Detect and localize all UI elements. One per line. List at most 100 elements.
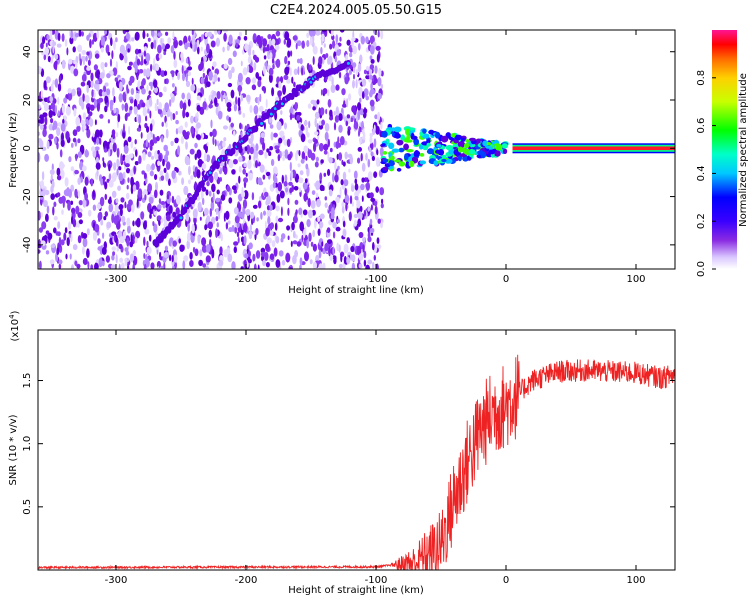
noise-speckle [363,259,367,267]
noise-speckle [89,111,93,117]
noise-speckle [374,200,378,207]
noise-speckle [84,192,88,201]
noise-speckle [236,231,240,238]
noise-speckle [363,177,368,183]
noise-speckle [264,151,268,159]
noise-speckle [377,92,382,100]
noise-speckle [146,125,150,133]
noise-speckle [302,209,308,216]
noise-speckle [165,31,169,36]
noise-speckle [125,192,130,200]
noise-speckle [262,142,266,151]
noise-speckle [221,149,226,156]
noise-speckle [373,171,378,179]
noise-speckle [166,193,170,200]
noise-speckle [279,76,284,84]
noise-speckle [58,259,63,265]
noise-speckle [222,165,225,172]
noise-speckle [39,180,42,187]
noise-speckle [64,227,68,234]
transition-blob [382,151,388,155]
noise-speckle [253,105,259,115]
noise-speckle [369,64,375,70]
noise-speckle [138,155,142,165]
noise-speckle [244,253,249,259]
noise-speckle [358,263,363,269]
noise-speckle [135,92,140,101]
noise-speckle [137,188,143,198]
noise-speckle [187,71,192,76]
noise-speckle [112,87,115,97]
noise-speckle [172,211,177,218]
snr-multiplier: (x104) [8,310,21,341]
noise-speckle [126,84,129,92]
noise-speckle [231,169,236,175]
noise-speckle [362,244,365,253]
noise-speckle [157,44,162,54]
transition-blob [419,160,427,165]
noise-speckle [90,79,94,89]
noise-speckle [281,151,285,157]
noise-speckle [350,185,355,192]
noise-speckle [365,152,368,161]
noise-speckle [136,197,139,208]
noise-speckle [353,219,358,227]
noise-speckle [228,70,233,80]
noise-speckle [188,60,191,67]
noise-speckle [115,37,118,43]
noise-speckle [112,67,118,76]
noise-speckle [269,52,273,59]
noise-speckle [115,198,119,204]
noise-speckle [318,124,324,130]
noise-speckle [219,246,223,256]
noise-speckle [172,240,177,247]
noise-speckle [314,138,318,144]
noise-speckle [222,140,226,148]
noise-speckle [365,75,370,80]
noise-speckle [348,168,351,173]
noise-speckle [148,234,152,242]
noise-speckle [159,170,164,176]
y-tick-label: 1.0 [22,436,33,452]
noise-speckle [257,96,260,106]
transition-blob [465,139,470,143]
noise-speckle [140,132,143,139]
noise-speckle [128,125,131,135]
noise-speckle [197,158,203,168]
noise-speckle [125,251,130,256]
noise-speckle [101,90,107,97]
transition-blob [441,135,449,143]
noise-speckle [349,155,354,165]
noise-speckle [142,30,146,40]
noise-speckle [41,221,47,230]
noise-speckle [99,129,103,138]
noise-speckle [249,146,254,155]
noise-speckle [242,199,248,209]
spectrogram-marks [38,30,675,269]
noise-speckle [154,102,158,112]
noise-speckle [319,172,323,181]
noise-speckle [86,248,90,259]
noise-speckle [117,113,121,123]
noise-speckle [249,224,252,232]
noise-speckle [129,253,134,262]
noise-speckle [246,260,249,268]
noise-speckle [376,237,380,245]
noise-speckle [39,195,43,200]
noise-speckle [251,192,255,201]
noise-speckle [359,205,363,213]
noise-speckle [190,233,195,243]
y-tick-label: 0 [22,145,33,151]
noise-speckle [295,209,298,216]
noise-speckle [132,220,135,227]
snr-frame [37,329,676,571]
noise-speckle [146,84,149,92]
noise-speckle [109,142,113,150]
noise-speckle [132,184,137,192]
noise-speckle [160,265,164,269]
noise-speckle [226,44,230,52]
noise-speckle [266,44,270,52]
diagonal-trace-point [253,125,259,133]
noise-speckle [265,171,271,177]
x-tick-label: -300 [105,575,128,586]
